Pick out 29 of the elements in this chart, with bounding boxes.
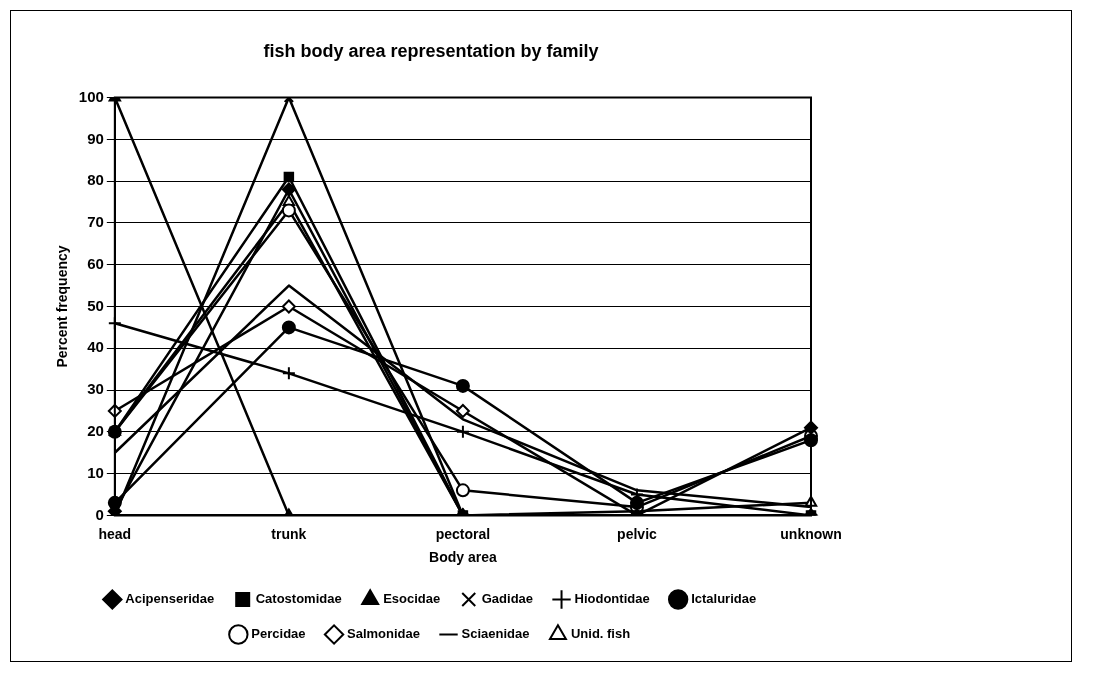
x-tick-label: head [98,525,132,542]
y-tick-label: 20 [87,421,104,439]
legend-label: Sciaenidae [461,626,530,642]
legend-label: Catostomidae [255,591,342,607]
legend-label: Esocidae [383,591,441,607]
legend-label: Salmonidae [347,626,421,642]
y-axis-title: Percent frequency [54,245,71,368]
y-tick-label: 90 [87,129,104,147]
chart-title: fish body area representation by family [263,40,599,61]
x-tick-label: pectoral [435,525,491,542]
y-tick-label: 100 [78,87,104,105]
y-tick-label: 0 [95,505,104,523]
y-tick-label: 10 [87,463,104,481]
legend-label: Unid. fish [570,626,631,642]
legend-label: Hiodontidae [574,591,650,607]
legend-label: Percidae [251,626,306,642]
y-tick-label: 80 [87,171,104,189]
legend-label: Gadidae [481,591,534,607]
y-tick-label: 40 [87,338,104,356]
x-tick-label: trunk [271,525,307,542]
y-tick-label: 70 [87,213,104,231]
legend-label: Acipenseridae [125,591,215,607]
legend-label: Ictaluridae [691,591,757,607]
y-tick-label: 60 [87,254,104,272]
x-tick-label: unknown [780,525,842,542]
x-axis-title: Body area [429,549,497,566]
x-tick-label: pelvic [617,525,658,542]
y-tick-label: 30 [87,380,104,398]
y-tick-label: 50 [87,296,104,314]
